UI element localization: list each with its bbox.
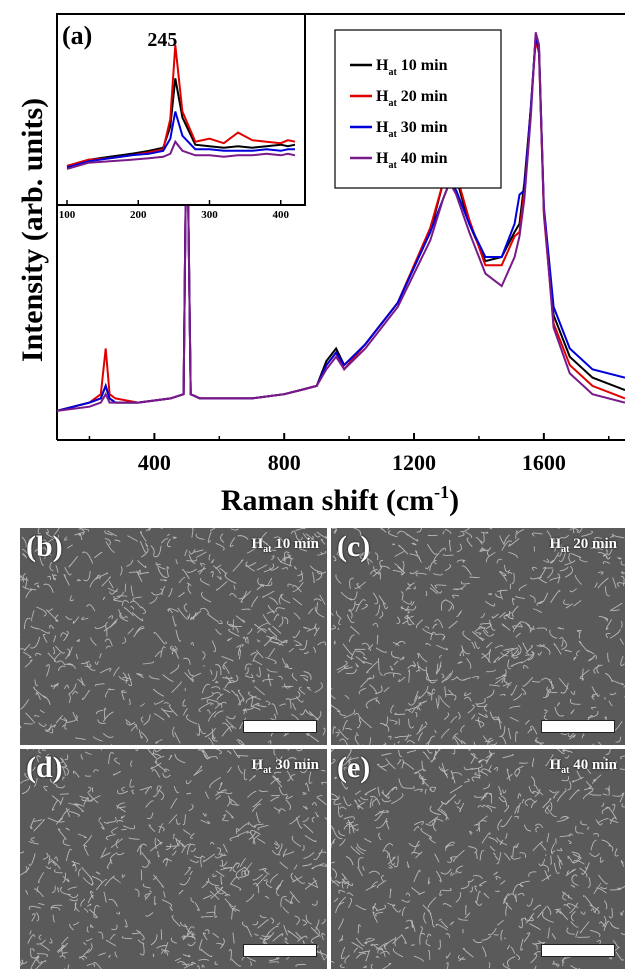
inset-x-tick-label: 100 [59,209,76,221]
panel-letter: (e) [337,751,371,784]
peak-annotation: 245 [147,29,177,51]
inset-x-tick-label: 200 [130,209,147,221]
panel-label-a: (a) [62,21,92,50]
inset-series-line-1 [66,78,296,167]
x-tick-label: 1200 [392,450,436,475]
scale-bar [243,944,317,957]
panel-letter: (c) [337,530,371,563]
sem-panel-d: (d) Hat 30 min [20,749,327,969]
inset-x-tick-label: 400 [273,209,290,221]
inset-x-tick-label: 300 [201,209,218,221]
x-tick-label: 400 [138,450,171,475]
inset-series-line-4 [66,139,296,170]
series-line-4 [56,32,625,412]
fiber-network [20,528,327,745]
panel-condition: Hat 30 min [251,757,319,776]
sem-panel-c: (c) Hat 20 min [331,528,625,745]
x-axis-title: Raman shift (cm-1) [221,482,459,517]
x-tick-label: 800 [268,450,301,475]
scale-bar [541,720,615,733]
y-axis-title: Intensity (arb. units) [16,98,49,362]
fiber-network [20,749,327,969]
legend-box [334,29,502,189]
legend-label: Hat 20 min [376,88,448,109]
sem-texture [331,749,625,969]
legend-label: Hat 10 min [376,57,448,78]
sem-texture [20,749,327,969]
scale-bar [541,944,615,957]
sem-panel-b: (b) Hat 10 min [20,528,327,745]
sem-texture [331,528,625,745]
panel-condition: Hat 20 min [549,536,617,555]
x-tick-label: 1600 [522,450,566,475]
legend-label: Hat 40 min [376,150,448,171]
raman-spectrum-chart: 400 800 1200 1600 100 200 300 400 (a) 245 Hat 10… [16,13,625,517]
legend-label: Hat 30 min [376,119,448,140]
scale-bar [243,720,317,733]
panel-letter: (b) [26,530,63,563]
fiber-network [331,749,625,969]
panel-letter: (d) [26,751,63,784]
panel-condition: Hat 40 min [549,757,617,776]
inset-series-line-3 [66,111,295,169]
sem-texture [20,528,327,745]
fiber-network [331,528,625,745]
panel-condition: Hat 10 min [251,536,319,555]
sem-panel-e: (e) Hat 40 min [331,749,625,969]
